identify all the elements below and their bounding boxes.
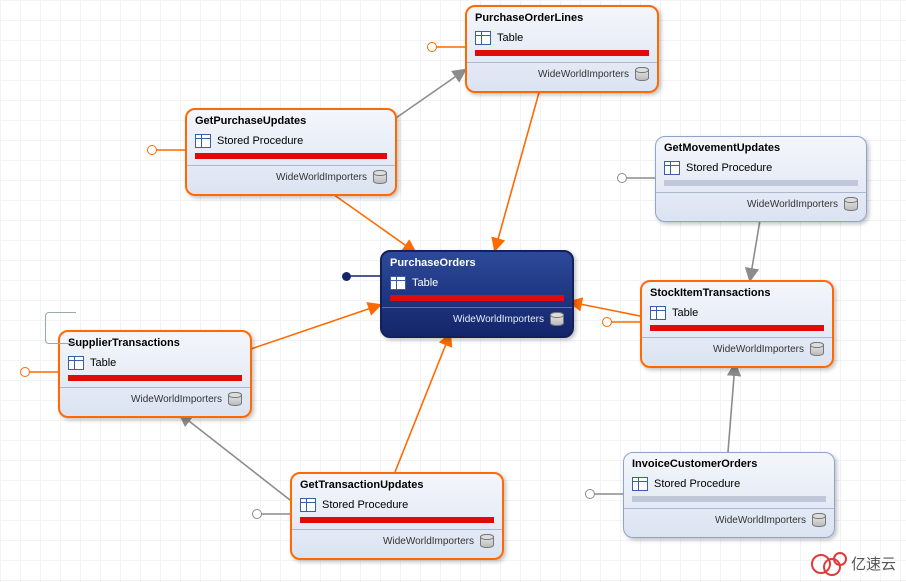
connection-stub-icon [617,173,627,183]
table-icon [664,161,680,175]
node-invoice_customer_orders[interactable]: InvoiceCustomerOrders Stored Procedure Wid… [623,452,835,538]
node-type-row: Table [60,353,250,375]
node-db-label: WideWorldImporters [747,199,838,210]
node-title: SupplierTransactions [60,332,250,353]
node-db-label: WideWorldImporters [715,515,806,526]
table-icon [632,477,648,491]
connection-stub-icon [252,509,262,519]
node-purchase_orders[interactable]: PurchaseOrders Table WideWorldImporters [380,250,574,338]
edge-invoice_customer_orders-to-stock_item_transactions [728,364,735,452]
watermark-logo-icon [811,552,845,574]
edge-get_purchase_updates-to-purchase_order_lines [393,70,465,120]
database-icon [480,534,494,548]
node-get_transaction_updates[interactable]: GetTransactionUpdates Stored Procedure Wid… [290,472,504,560]
node-type-row: Stored Procedure [656,158,866,180]
edge-purchase_order_lines-to-purchase_orders [495,89,540,250]
node-type-row: Table [642,303,832,325]
node-db-label: WideWorldImporters [453,314,544,325]
node-type-row: Stored Procedure [624,474,834,496]
node-title: GetPurchaseUpdates [187,110,395,131]
node-status-bar [300,517,494,523]
watermark: 亿速云 [811,552,896,574]
node-db-label: WideWorldImporters [383,536,474,547]
node-type-label: Stored Procedure [654,478,740,490]
database-icon [228,392,242,406]
node-status-bar [632,496,826,502]
selection-dot-icon [342,272,351,281]
self-loop-icon [45,312,76,344]
connection-stub-icon [585,489,595,499]
node-type-row: Stored Procedure [292,495,502,517]
table-icon [475,31,491,45]
node-type-row: Table [467,28,657,50]
table-icon [300,498,316,512]
node-footer: WideWorldImporters [624,508,834,532]
node-type-label: Table [497,32,523,44]
node-footer: WideWorldImporters [292,529,502,553]
database-icon [373,170,387,184]
node-title: PurchaseOrders [382,252,572,273]
node-title: PurchaseOrderLines [467,7,657,28]
node-purchase_order_lines[interactable]: PurchaseOrderLines Table WideWorldImporter… [465,5,659,93]
node-title: StockItemTransactions [642,282,832,303]
watermark-text: 亿速云 [851,553,896,574]
database-icon [844,197,858,211]
database-icon [635,67,649,81]
connection-stub-icon [147,145,157,155]
table-icon [195,134,211,148]
node-title: GetMovementUpdates [656,137,866,158]
database-icon [812,513,826,527]
node-type-label: Stored Procedure [217,135,303,147]
node-footer: WideWorldImporters [656,192,866,216]
table-icon [68,356,84,370]
connection-stub-icon [427,42,437,52]
node-footer: WideWorldImporters [187,165,395,189]
node-db-label: WideWorldImporters [713,344,804,355]
node-get_purchase_updates[interactable]: GetPurchaseUpdates Stored Procedure WideWo… [185,108,397,196]
node-type-label: Table [672,307,698,319]
table-icon [390,276,406,290]
edge-supplier_transactions-to-purchase_orders [248,305,380,350]
node-status-bar [195,153,387,159]
node-db-label: WideWorldImporters [276,172,367,183]
node-footer: WideWorldImporters [382,307,572,331]
node-status-bar [68,375,242,381]
node-type-row: Stored Procedure [187,131,395,153]
edge-get_movement_updates-to-stock_item_transactions [750,220,760,280]
connection-stub-icon [602,317,612,327]
connection-stub-icon [20,367,30,377]
node-type-label: Stored Procedure [686,162,772,174]
node-status-bar [650,325,824,331]
node-footer: WideWorldImporters [467,62,657,86]
node-status-bar [475,50,649,56]
node-footer: WideWorldImporters [642,337,832,361]
node-stock_item_transactions[interactable]: StockItemTransactions Table WideWorldImpor… [640,280,834,368]
node-db-label: WideWorldImporters [538,69,629,80]
edge-stock_item_transactions-to-purchase_orders [570,302,640,316]
diagram-canvas[interactable]: 亿速云 PurchaseOrderLines Table WideWorldImpo… [0,0,906,582]
node-footer: WideWorldImporters [60,387,250,411]
edge-get_transaction_updates-to-supplier_transactions [180,414,290,500]
database-icon [550,312,564,326]
edge-get_transaction_updates-to-purchase_orders [395,334,450,472]
edge-get_purchase_updates-to-purchase_orders [330,192,415,252]
node-type-row: Table [382,273,572,295]
node-supplier_transactions[interactable]: SupplierTransactions Table WideWorldImport… [58,330,252,418]
table-icon [650,306,666,320]
node-type-label: Table [412,277,438,289]
node-get_movement_updates[interactable]: GetMovementUpdates Stored Procedure WideWo… [655,136,867,222]
node-title: InvoiceCustomerOrders [624,453,834,474]
node-title: GetTransactionUpdates [292,474,502,495]
node-type-label: Stored Procedure [322,499,408,511]
node-status-bar [664,180,858,186]
node-type-label: Table [90,357,116,369]
node-db-label: WideWorldImporters [131,394,222,405]
database-icon [810,342,824,356]
node-status-bar [390,295,564,301]
